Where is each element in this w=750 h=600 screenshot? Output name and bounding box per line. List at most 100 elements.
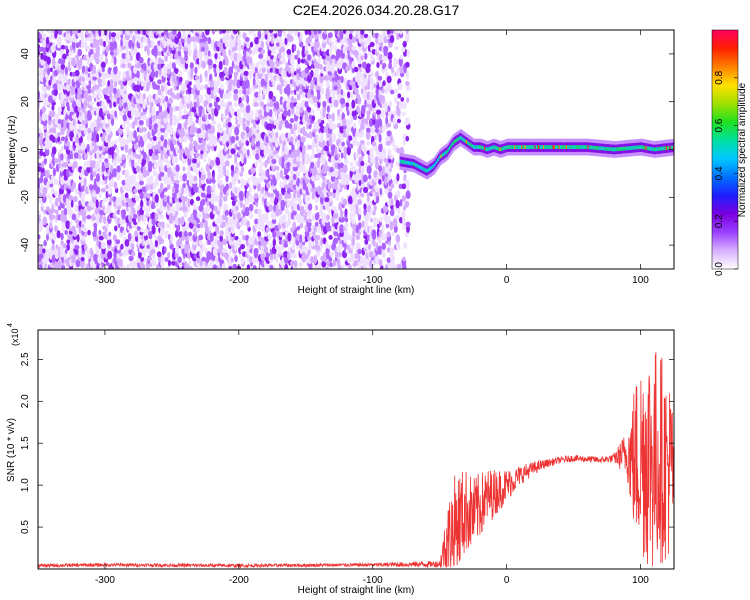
heatmap-cell [86, 46, 91, 53]
heatmap-cell [54, 30, 59, 35]
heatmap-cell [140, 228, 144, 233]
heatmap-cell [174, 156, 179, 164]
heatmap-cell [177, 50, 182, 57]
heatmap-cell [378, 179, 382, 185]
heatmap-cell [180, 244, 185, 249]
heatmap-cell [204, 40, 208, 50]
heatmap-cell [393, 88, 399, 94]
heatmap-cell [101, 67, 105, 73]
heatmap-cell [128, 255, 134, 262]
heatmap-cell [194, 66, 198, 75]
heatmap-cell [266, 168, 270, 178]
heatmap-cell [81, 120, 85, 126]
heatmap-cell [181, 127, 185, 136]
heatmap-cell [43, 157, 47, 165]
heatmap-cell [49, 178, 53, 184]
heatmap-cell [67, 162, 73, 167]
heatmap-cell [49, 195, 53, 205]
heatmap-cell [247, 177, 251, 184]
heatmap-cell [79, 57, 83, 67]
heatmap-cell [155, 84, 160, 91]
heatmap-cell [69, 44, 73, 52]
heatmap-cell [201, 243, 205, 252]
heatmap-cell [258, 164, 262, 174]
heatmap-cell [145, 239, 150, 245]
heatmap-cell [78, 226, 82, 234]
heatmap-cell [68, 51, 73, 56]
heatmap-cell [201, 170, 206, 175]
heatmap-cell [38, 127, 42, 134]
heatmap-cell [376, 109, 382, 115]
heatmap-cell [161, 221, 165, 229]
heatmap-cell [171, 49, 177, 55]
heatmap-cell [307, 194, 311, 203]
heatmap-cell [71, 225, 76, 233]
heatmap-cell [122, 30, 126, 35]
heatmap-cell [128, 100, 133, 109]
heatmap-cell [101, 200, 105, 208]
heatmap-cell [224, 210, 229, 216]
heatmap-cell [92, 64, 97, 74]
heatmap-cell [150, 70, 156, 78]
heatmap-cell [228, 30, 232, 34]
heatmap-cell [66, 145, 70, 151]
heatmap-cell [48, 140, 53, 148]
heatmap-cell [311, 115, 316, 121]
heatmap-cell [358, 207, 362, 215]
heatmap-cell [363, 146, 368, 156]
heatmap-cell [342, 118, 347, 127]
heatmap-cell [136, 83, 141, 93]
heatmap-cell [142, 205, 146, 211]
heatmap-cell [340, 89, 344, 96]
heatmap-cell [177, 123, 182, 130]
heatmap-cell [382, 148, 387, 156]
heatmap-cell [92, 30, 96, 35]
heatmap-cell [121, 179, 126, 186]
heatmap-cell [203, 219, 208, 229]
heatmap-cell [134, 30, 138, 35]
heatmap-cell [149, 238, 153, 248]
heatmap-cell [328, 235, 333, 240]
heatmap-cell [119, 258, 123, 268]
heatmap-cell [351, 236, 356, 246]
heatmap-cell [157, 79, 162, 85]
heatmap-cell [56, 35, 62, 45]
heatmap-cell [193, 175, 198, 182]
heatmap-cell [370, 53, 374, 63]
heatmap-cell [233, 102, 238, 108]
heatmap-cell [150, 248, 156, 255]
heatmap-cell [250, 119, 256, 124]
heatmap-cell [395, 199, 400, 209]
heatmap-cell [405, 221, 411, 227]
heatmap-cell [327, 181, 332, 190]
heatmap-cell [166, 203, 170, 211]
heatmap-cell [272, 230, 277, 239]
heatmap-cell [107, 250, 113, 260]
heatmap-cell [40, 184, 45, 189]
heatmap-cell [313, 30, 318, 35]
heatmap-cell [219, 127, 224, 134]
heatmap-cell [257, 208, 262, 216]
heatmap-cell [352, 122, 356, 129]
heatmap-cell [133, 77, 138, 82]
heatmap-cell [95, 85, 100, 90]
heatmap-cell [182, 183, 187, 189]
heatmap-cell [225, 57, 229, 66]
heatmap-cell [322, 175, 326, 182]
heatmap-cell [188, 231, 192, 237]
heatmap-cell [381, 224, 385, 233]
heatmap-cell [381, 126, 385, 133]
heatmap-cell [77, 48, 83, 57]
heatmap-cell [395, 161, 400, 167]
heatmap-cell [227, 217, 233, 226]
heatmap-cell [151, 259, 157, 267]
heatmap-cell [269, 192, 275, 198]
heatmap-cell [292, 221, 297, 231]
heatmap-cell [152, 244, 156, 250]
heatmap-cell [95, 161, 101, 170]
heatmap-cell [89, 184, 94, 191]
heatmap-cell [240, 243, 246, 250]
heatmap-cell [126, 30, 130, 36]
heatmap-cell [279, 231, 284, 238]
heatmap-cell [195, 169, 199, 175]
